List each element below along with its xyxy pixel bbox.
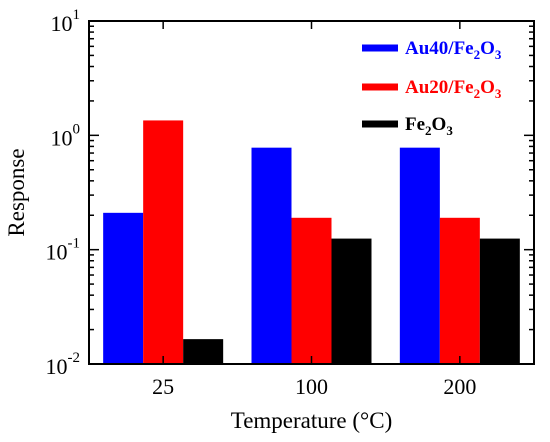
x-axis-label: Temperature (°C) [231, 408, 392, 433]
bar-au20-fe2o3-200 [439, 217, 480, 364]
bars-layer [103, 120, 520, 364]
legend-label: Fe2O3 [405, 114, 453, 138]
x-tick-label: 100 [295, 374, 328, 399]
bar-fe2o3-100 [331, 238, 372, 364]
y-tick-label: 10-1 [46, 236, 81, 265]
bar-au40-fe2o3-25 [103, 212, 144, 364]
bar-au20-fe2o3-100 [291, 217, 332, 364]
x-tick-labels: 25 100 200 [152, 374, 476, 399]
bar-au20-fe2o3-25 [143, 120, 184, 364]
x-tick-label: 200 [443, 374, 476, 399]
y-axis-label: Response [4, 148, 29, 236]
y-tick-label: 100 [51, 121, 81, 150]
bar-au40-fe2o3-200 [399, 147, 440, 364]
bar-au40-fe2o3-100 [251, 147, 292, 364]
legend-label: Au40/Fe2O3 [405, 38, 502, 62]
x-tick-label: 25 [152, 374, 174, 399]
plot-frame [88, 20, 535, 365]
bar-fe2o3-200 [479, 238, 520, 364]
bar-fe2o3-25 [183, 339, 224, 364]
legend: Au40/Fe2O3 Au20/Fe2O3 Fe2O3 [362, 38, 502, 138]
y-tick-label: 101 [51, 7, 81, 36]
y-tick-label: 10-2 [46, 350, 81, 379]
y-tick-labels: 10-2 10-1 100 101 [46, 7, 81, 379]
legend-label: Au20/Fe2O3 [405, 77, 502, 101]
